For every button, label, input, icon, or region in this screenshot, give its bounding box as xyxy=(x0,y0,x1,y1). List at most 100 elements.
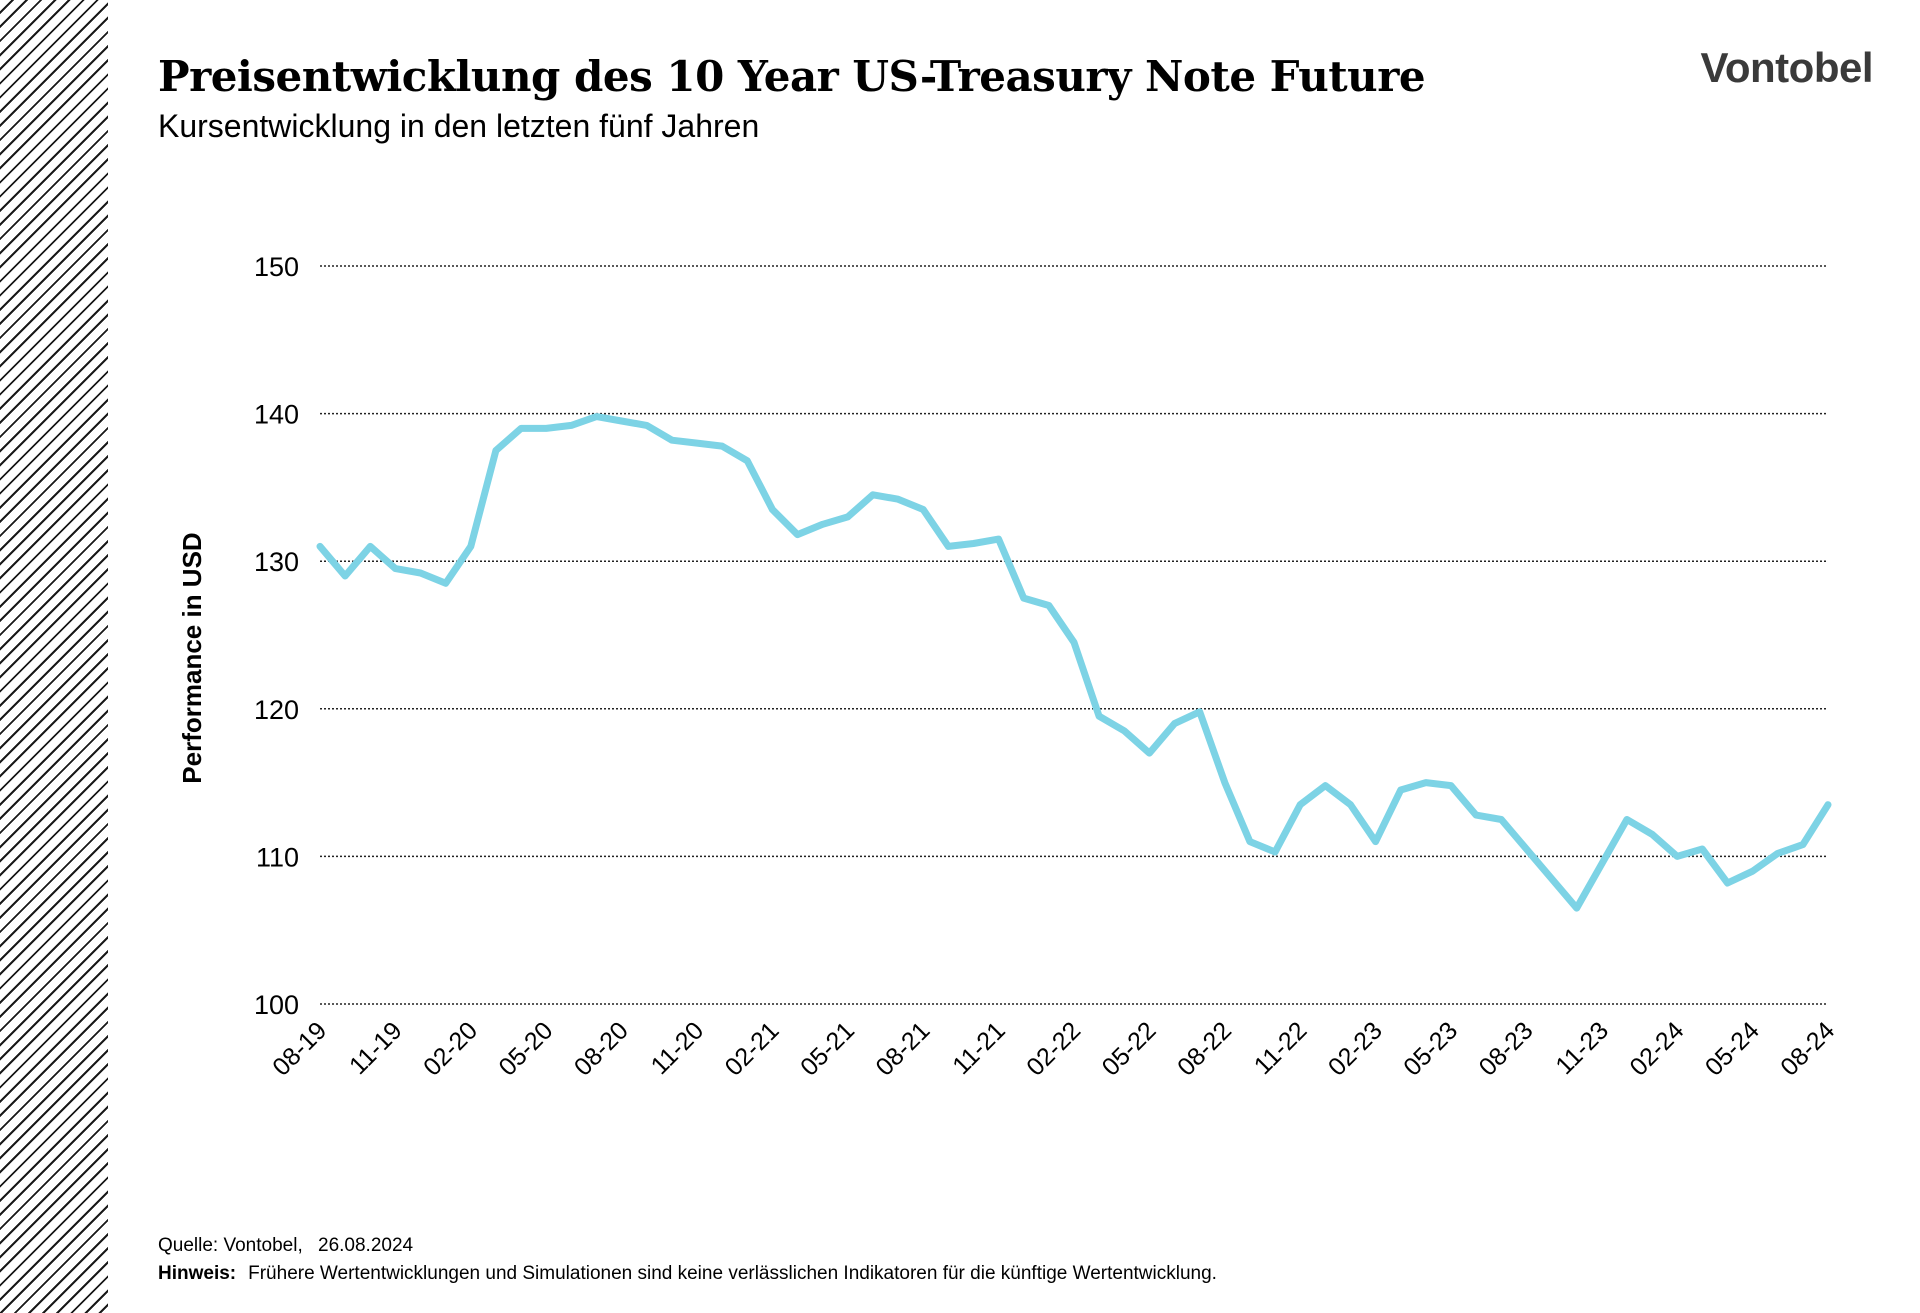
data-point xyxy=(1297,801,1304,808)
data-point xyxy=(1799,841,1806,848)
grid-lines xyxy=(320,265,1828,1005)
data-point xyxy=(744,457,751,464)
data-point xyxy=(1071,639,1077,646)
data-point xyxy=(643,422,650,429)
y-tick-label: 120 xyxy=(254,695,299,725)
data-point xyxy=(618,418,625,424)
data-point xyxy=(1699,846,1706,852)
data-point xyxy=(1096,713,1103,720)
x-tick-label: 05-24 xyxy=(1700,1016,1765,1081)
data-point xyxy=(1548,875,1555,882)
data-point xyxy=(694,440,700,447)
data-point xyxy=(945,543,952,550)
x-tick-label: 05-23 xyxy=(1398,1016,1463,1081)
data-point xyxy=(518,425,525,432)
data-point xyxy=(1448,782,1454,789)
x-tick-label: 08-23 xyxy=(1474,1016,1539,1081)
source-date: 26.08.2024 xyxy=(318,1235,414,1256)
data-point xyxy=(417,570,424,576)
data-point xyxy=(392,565,399,572)
x-tick-label: 05-21 xyxy=(795,1016,860,1081)
source-line: Quelle: Vontobel, 26.08.2024 xyxy=(158,1232,1217,1260)
x-tick-label: 02-21 xyxy=(720,1016,785,1081)
x-tick-label: 11-22 xyxy=(1249,1016,1313,1080)
chart-title: Preisentwicklung des 10 Year US-Treasury… xyxy=(158,52,1426,101)
data-point xyxy=(543,425,550,432)
data-point xyxy=(1573,905,1580,912)
x-tick-label: 02-24 xyxy=(1624,1016,1689,1081)
data-point xyxy=(1146,750,1153,757)
x-tick-label: 11-21 xyxy=(947,1016,1011,1080)
data-point xyxy=(342,573,349,579)
data-point xyxy=(1674,853,1681,860)
data-point xyxy=(1623,816,1630,823)
data-point xyxy=(970,540,977,547)
data-point xyxy=(1221,779,1228,786)
chart-footer: Quelle: Vontobel, 26.08.2024 Hinweis: Frü… xyxy=(158,1232,1217,1288)
y-tick-label: 100 xyxy=(254,990,299,1020)
source-label: Quelle: xyxy=(158,1235,219,1256)
vontobel-logo: Vontobel xyxy=(1700,44,1873,91)
data-point xyxy=(1347,801,1354,808)
data-point xyxy=(1045,602,1052,609)
y-tick-label: 110 xyxy=(256,842,299,872)
x-tick-label: 02-20 xyxy=(418,1016,483,1081)
x-tick-label: 02-22 xyxy=(1021,1016,1086,1081)
data-point xyxy=(1272,849,1279,855)
data-point xyxy=(367,543,374,550)
data-point xyxy=(794,531,801,538)
data-point xyxy=(1825,801,1831,808)
data-point xyxy=(1422,779,1429,786)
series-layer xyxy=(316,413,1832,912)
source-value: Vontobel, xyxy=(223,1235,303,1256)
x-tick-label: 11-19 xyxy=(344,1016,408,1080)
data-point xyxy=(1372,838,1379,845)
x-tick-label: 02-23 xyxy=(1323,1016,1388,1081)
note-text: Frühere Wertentwicklungen und Simulation… xyxy=(248,1263,1217,1284)
data-point xyxy=(1196,708,1203,715)
x-tick-label: 08-20 xyxy=(569,1016,634,1081)
data-point xyxy=(1171,720,1178,727)
data-point xyxy=(1397,787,1404,793)
hatched-border xyxy=(0,0,108,1313)
x-tick-label: 11-23 xyxy=(1550,1016,1614,1080)
data-point xyxy=(317,543,323,550)
data-point xyxy=(492,447,499,454)
y-axis-label: Performance in USD xyxy=(177,532,207,783)
data-point xyxy=(593,413,600,420)
data-point xyxy=(1523,846,1530,852)
x-tick-label: 08-22 xyxy=(1172,1016,1237,1081)
data-point xyxy=(1774,850,1781,857)
data-point xyxy=(442,580,449,587)
data-point xyxy=(719,443,726,450)
note-label: Hinweis: xyxy=(158,1263,237,1284)
y-tick-label: 150 xyxy=(254,252,299,282)
data-point xyxy=(819,521,826,528)
data-point xyxy=(895,496,902,503)
note-line: Hinweis: Frühere Wertentwicklungen und Si… xyxy=(158,1260,1217,1288)
chart-subtitle: Kursentwicklung in den letzten fünf Jahr… xyxy=(158,108,760,144)
x-tick-label: 11-20 xyxy=(646,1016,710,1080)
y-tick-labels: 100 110 120 130 140 150 xyxy=(254,252,299,1020)
data-point xyxy=(1020,595,1027,602)
y-tick-label: 130 xyxy=(254,547,299,577)
x-tick-label: 08-21 xyxy=(870,1016,935,1081)
data-point xyxy=(467,543,474,550)
data-point xyxy=(844,513,851,520)
x-tick-label: 05-20 xyxy=(493,1016,558,1081)
x-tick-labels: 08-19 11-19 02-20 05-20 08-20 11-20 02-21 05-21… xyxy=(267,1016,1840,1081)
data-point xyxy=(568,422,575,429)
y-tick-label: 140 xyxy=(254,400,299,430)
data-point xyxy=(1246,838,1253,845)
x-tick-label: 05-22 xyxy=(1097,1016,1162,1081)
data-point xyxy=(869,491,876,498)
data-point xyxy=(668,437,675,444)
data-point xyxy=(1498,816,1505,823)
data-point xyxy=(995,536,1002,543)
data-point xyxy=(1749,868,1756,875)
data-point xyxy=(1649,831,1656,838)
data-point xyxy=(1322,782,1329,789)
x-tick-label: 08-19 xyxy=(267,1016,332,1081)
data-point xyxy=(920,506,927,513)
